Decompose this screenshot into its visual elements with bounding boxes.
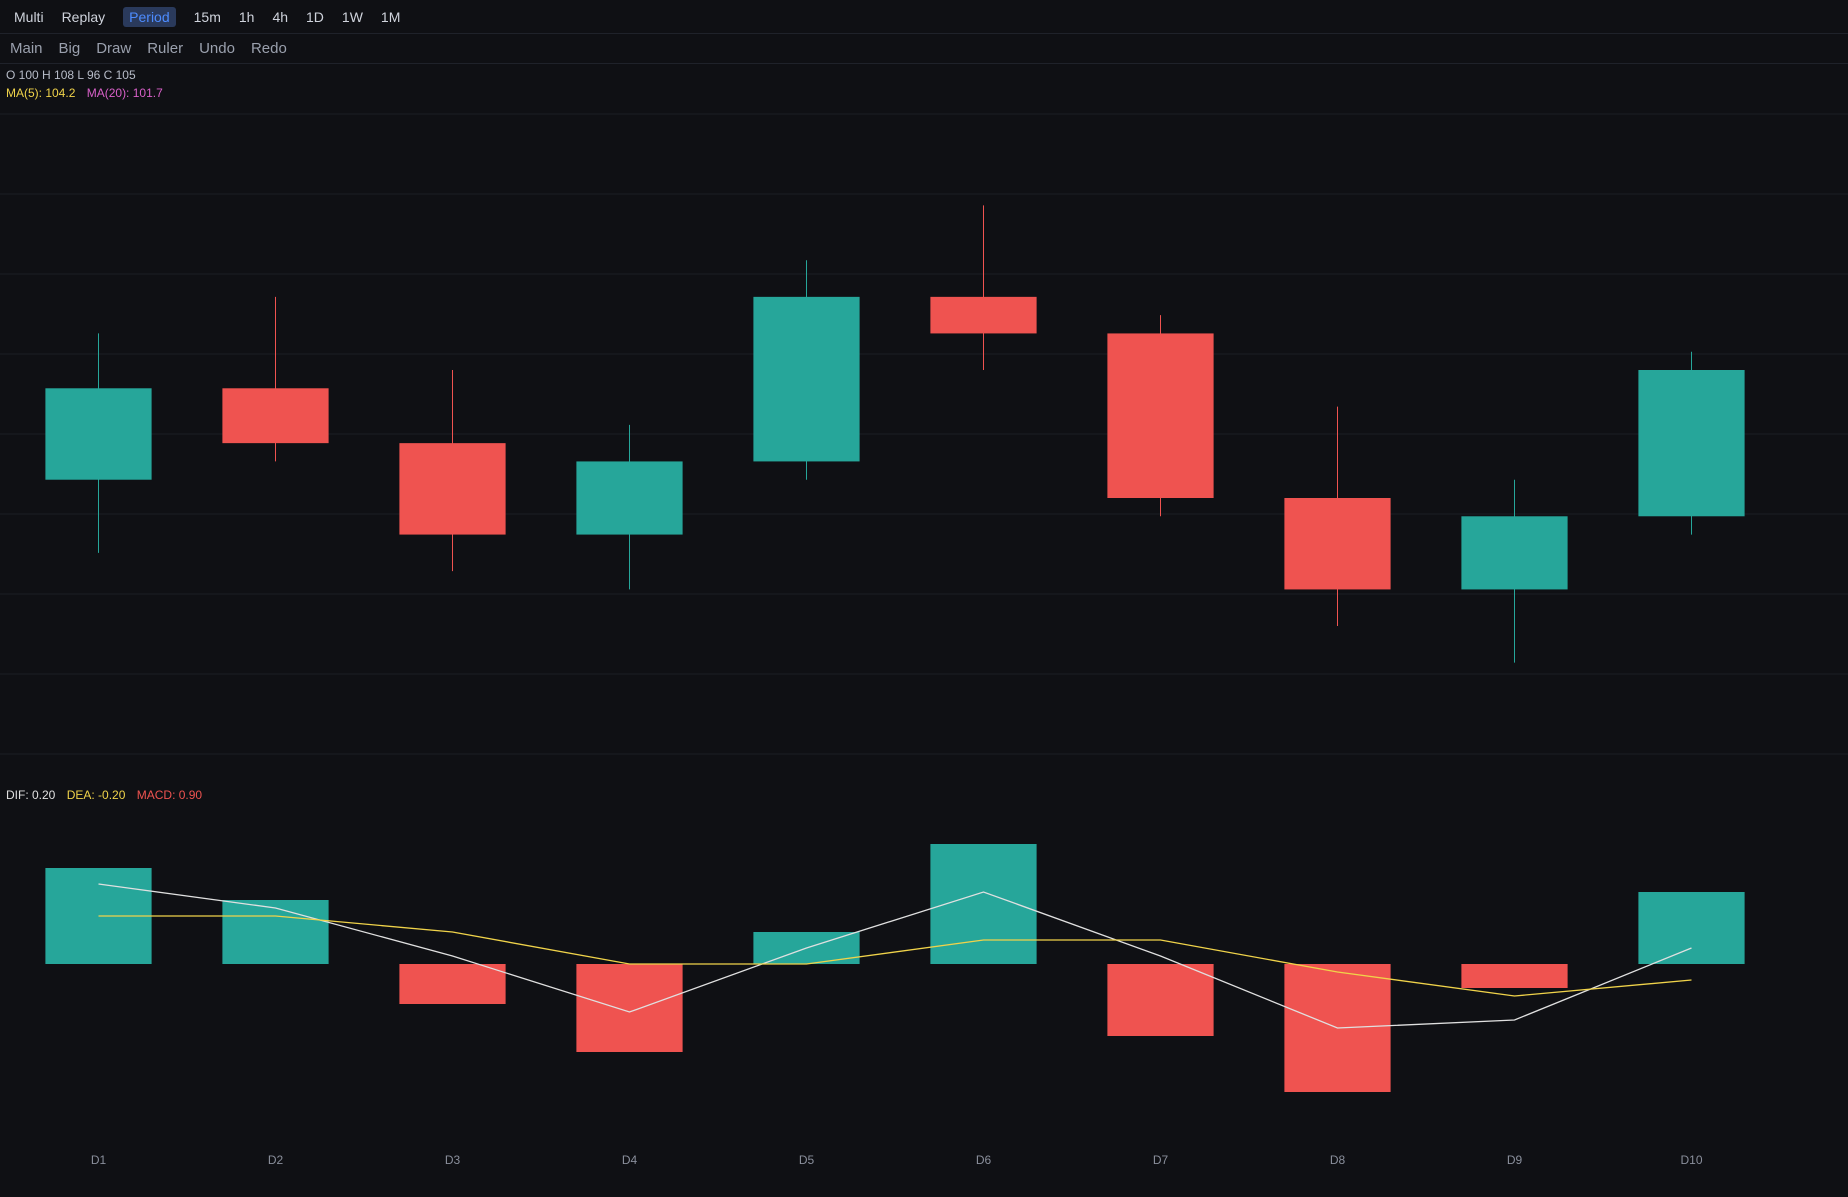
candle-body	[222, 388, 329, 444]
x-tick-label: D3	[445, 1153, 461, 1167]
topbar-item-7[interactable]: 1W	[341, 8, 363, 25]
topbar-item-4[interactable]: 1h	[238, 8, 255, 25]
macd-dea-label: DEA: -0.20	[66, 788, 126, 802]
x-tick-label: D9	[1507, 1153, 1523, 1167]
candle-body	[753, 296, 860, 462]
x-tick-label: D10	[1680, 1153, 1702, 1167]
x-tick-label: D7	[1153, 1153, 1169, 1167]
x-tick-label: D2	[268, 1153, 284, 1167]
topbar-item-0[interactable]: Multi	[14, 8, 44, 25]
macd-bar	[930, 844, 1037, 964]
macd-dea-line	[98, 915, 1692, 997]
tool-bar: Main Big Draw Ruler Undo Redo	[0, 34, 1848, 64]
candlestick-chart[interactable]: D1 D2 D3 D4 D5 D6 D7 D8 D9 D10	[0, 64, 1848, 1197]
topbar-item-5[interactable]: 4h	[272, 8, 289, 25]
candle-body	[1107, 333, 1214, 498]
tool-3[interactable]: Ruler	[147, 40, 184, 57]
x-tick-label: D8	[1330, 1153, 1346, 1167]
candle-body	[1461, 516, 1568, 590]
macd-dif-line	[98, 883, 1692, 1029]
x-tick-label: D5	[799, 1153, 815, 1167]
tool-2[interactable]: Draw	[96, 40, 132, 57]
topbar-item-3[interactable]: 15m	[193, 8, 221, 25]
ma-slow-label: MA(20): 101.7	[86, 86, 163, 100]
topbar-item-8[interactable]: 1M	[380, 8, 401, 25]
topbar-item-2[interactable]: Period	[123, 6, 176, 27]
candle-body	[576, 461, 683, 535]
macd-legend: DIF: 0.20 DEA: -0.20 MACD: 0.90	[6, 788, 210, 802]
ohlc-legend: O 100 H 108 L 96 C 105	[6, 68, 136, 82]
macd-hist-label: MACD: 0.90	[136, 788, 203, 802]
x-tick-label: D4	[622, 1153, 638, 1167]
topbar-item-1[interactable]: Replay	[61, 8, 106, 25]
macd-dif-label: DIF: 0.20	[6, 788, 56, 802]
chart-area[interactable]: O 100 H 108 L 96 C 105 MA(5): 104.2 MA(2…	[0, 64, 1848, 1197]
candle-body	[1284, 498, 1391, 590]
tool-1[interactable]: Big	[58, 40, 81, 57]
x-tick-label: D1	[91, 1153, 107, 1167]
candle-body	[399, 443, 506, 535]
macd-bar	[1107, 964, 1214, 1036]
macd-bar	[576, 964, 683, 1052]
macd-bar	[222, 900, 329, 964]
tool-5[interactable]: Redo	[250, 40, 287, 57]
macd-bar	[1638, 892, 1745, 964]
topbar-item-6[interactable]: 1D	[306, 8, 324, 25]
candle-body	[930, 296, 1037, 334]
x-tick-label: D6	[976, 1153, 992, 1167]
ma-legend: MA(5): 104.2 MA(20): 101.7	[6, 86, 171, 100]
ma-fast-label: MA(5): 104.2	[6, 86, 76, 100]
candle-body	[45, 388, 152, 480]
macd-bar	[1461, 964, 1568, 988]
tool-4[interactable]: Undo	[199, 40, 235, 57]
tool-0[interactable]: Main	[10, 40, 43, 57]
candle-body	[1638, 370, 1745, 517]
top-bar: Multi Replay Period 15m 1h 4h 1D 1W 1M	[0, 0, 1848, 34]
macd-bar	[399, 964, 506, 1004]
